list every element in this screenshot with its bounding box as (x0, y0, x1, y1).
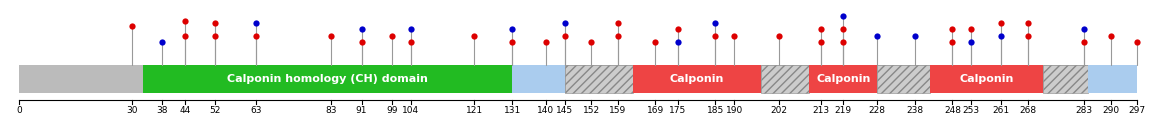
Bar (143, 65, 512, 93)
Text: 228: 228 (868, 106, 885, 115)
Bar (929, 65, 1043, 93)
Bar (565, 65, 632, 93)
Text: 185: 185 (706, 106, 724, 115)
Text: 248: 248 (944, 106, 961, 115)
Bar (1088, 65, 1136, 93)
Text: 99: 99 (386, 106, 398, 115)
Text: 104: 104 (402, 106, 420, 115)
Bar (1043, 65, 1088, 93)
Text: 52: 52 (209, 106, 221, 115)
Text: 44: 44 (179, 106, 191, 115)
Text: 190: 190 (726, 106, 743, 115)
Text: 152: 152 (583, 106, 600, 115)
Bar (877, 65, 929, 93)
Text: 121: 121 (466, 106, 483, 115)
Text: 145: 145 (556, 106, 573, 115)
Text: Calponin: Calponin (959, 74, 1014, 84)
Text: 30: 30 (126, 106, 138, 115)
Text: 159: 159 (609, 106, 627, 115)
Text: 261: 261 (993, 106, 1010, 115)
Text: Calponin: Calponin (669, 74, 724, 84)
Text: 219: 219 (835, 106, 852, 115)
Text: 175: 175 (669, 106, 687, 115)
Text: 253: 253 (963, 106, 980, 115)
Text: 238: 238 (906, 106, 924, 115)
Text: 38: 38 (156, 106, 168, 115)
Text: 213: 213 (813, 106, 829, 115)
Text: 202: 202 (771, 106, 788, 115)
Text: 63: 63 (251, 106, 262, 115)
Bar (632, 65, 761, 93)
Bar (761, 65, 809, 93)
Bar (20, 65, 1136, 93)
Bar (809, 65, 877, 93)
Text: 297: 297 (1128, 106, 1146, 115)
Text: 169: 169 (646, 106, 664, 115)
Text: 290: 290 (1102, 106, 1119, 115)
Text: Calponin: Calponin (816, 74, 870, 84)
Text: 140: 140 (538, 106, 555, 115)
Text: 0: 0 (16, 106, 22, 115)
Text: 268: 268 (1020, 106, 1036, 115)
Text: 83: 83 (326, 106, 338, 115)
Text: 91: 91 (356, 106, 368, 115)
Text: 283: 283 (1075, 106, 1092, 115)
Text: Calponin homology (CH) domain: Calponin homology (CH) domain (228, 74, 428, 84)
Text: 131: 131 (504, 106, 520, 115)
Bar (512, 65, 565, 93)
